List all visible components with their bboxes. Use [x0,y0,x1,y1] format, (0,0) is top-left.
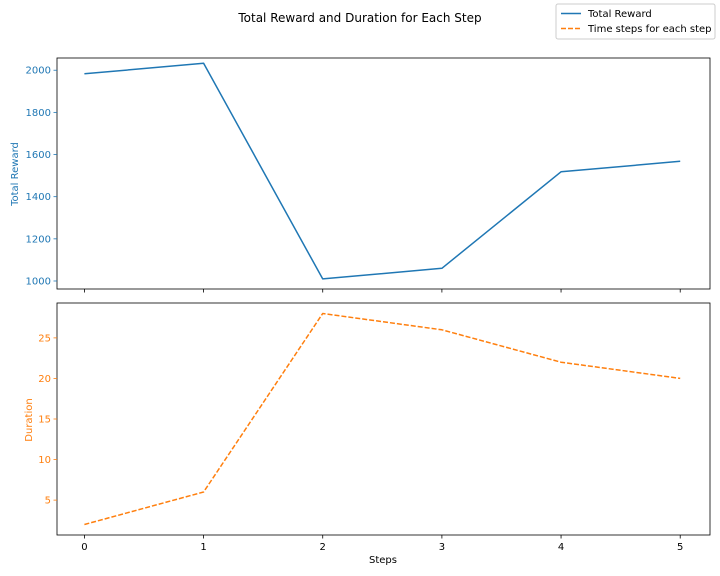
duration-y-tick-label: 15 [38,415,51,426]
reward-y-tick-label: 2000 [26,66,51,77]
x-tick-label: 5 [677,542,683,553]
reward-y-tick-label: 1800 [26,108,51,119]
x-tick-label: 1 [200,542,206,553]
legend-label-total-reward: Total Reward [587,9,652,20]
reward-y-tick-label: 1600 [26,150,51,161]
top-y-axis-title: Total Reward [10,142,21,207]
x-tick-label: 4 [558,542,564,553]
duration-y-tick-label: 10 [38,455,51,466]
reward-series-line [84,62,681,280]
x-tick-label: 2 [320,542,326,553]
duration-y-tick-label: 25 [38,333,51,344]
duration-y-tick-label: 20 [38,374,51,385]
duration-series-line [84,312,681,526]
reward-y-tick-label: 1200 [26,234,51,245]
reward-axes-frame [56,57,711,290]
duration-axes-frame [56,302,711,536]
legend-label-time-steps: Time steps for each step [587,24,712,35]
duration-y-tick-label: 5 [45,496,51,507]
reward-y-tick-label: 1400 [26,192,51,203]
legend-frame [555,3,716,40]
x-tick-label: 0 [81,542,87,553]
reward-subplot: 1000 1200 1400 1600 1800 2000 [26,57,711,293]
x-axis-title: Steps [369,555,397,566]
chart-title: Total Reward and Duration for Each Step [237,11,481,25]
x-tick-label: 3 [439,542,445,553]
duration-subplot: 5 10 15 20 25 0 1 2 3 4 5 [38,302,711,553]
reward-y-tick-label: 1000 [26,276,51,287]
legend: Total Reward Time steps for each step [555,3,716,40]
bottom-y-axis-title: Duration [24,398,35,441]
